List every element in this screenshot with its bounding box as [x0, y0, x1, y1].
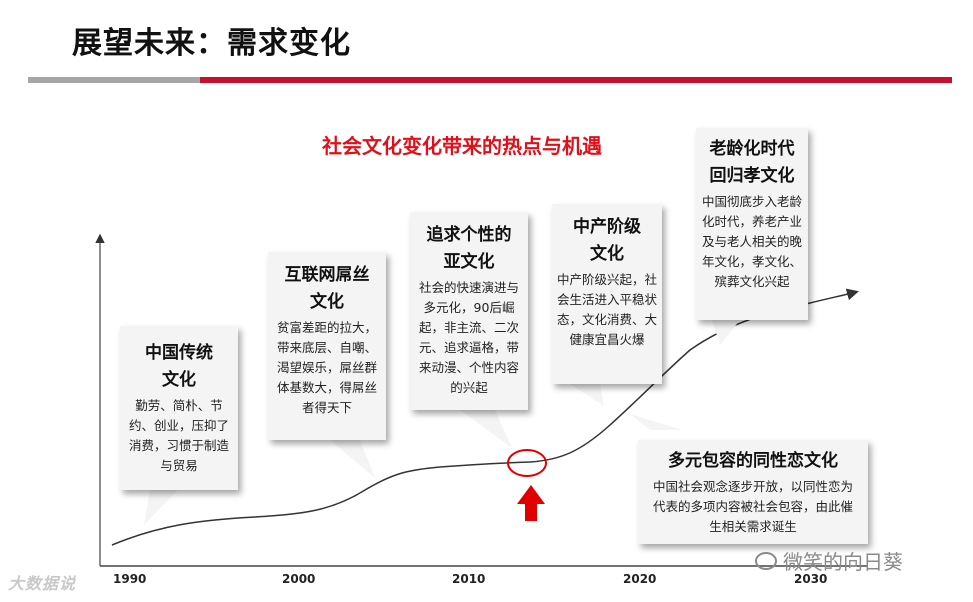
callout-pointer-diversity: [630, 414, 682, 430]
axis-label-2000: 2000: [282, 572, 316, 586]
callout-pointer-traditional: [144, 490, 178, 525]
callout-heading: 老龄化时代回归孝文化: [709, 139, 795, 186]
callout-heading: 中产阶级文化: [573, 217, 641, 264]
callout-heading: 追求个性的亚文化: [426, 225, 512, 272]
callout-internet: 互联网屌丝文化 贫富差距的拉大，带来底层、自嘲、渴望娱乐，屌丝群体基数大，得屌丝…: [268, 252, 386, 440]
diagram-subtitle: 社会文化变化带来的热点与机遇: [322, 134, 602, 158]
title-underline-gray: [28, 77, 200, 83]
callout-pointer-middle-class: [570, 384, 604, 406]
axis-label-2020: 2020: [623, 572, 657, 586]
red-up-arrow: [517, 485, 545, 521]
callout-subculture: 追求个性的亚文化 社会的快速演进与多元化，90后崛起，非主流、二次元、追求逼格，…: [410, 212, 528, 410]
callout-body: 中国社会观念逐步开放，以同性恋为代表的多项内容被社会包容，由此催生相关需求诞生: [652, 479, 853, 534]
watermark-right-text: 微笑的向日葵: [783, 550, 903, 574]
watermark-right: 微笑的向日葵: [755, 546, 903, 575]
wechat-icon: [755, 551, 777, 570]
callout-pointer-internet: [330, 440, 375, 478]
callout-pointer-aging: [712, 320, 740, 345]
watermark-left: 大数据说: [8, 574, 77, 593]
axis-label-2030: 2030: [794, 572, 828, 586]
callout-heading: 多元包容的同性恋文化: [668, 451, 838, 471]
axis-label-1990: 1990: [113, 572, 147, 586]
callout-pointer-subculture: [460, 410, 512, 448]
callout-heading: 中国传统文化: [145, 343, 213, 390]
callout-body: 勤劳、简朴、节约、创业，压抑了消费，习惯于制造与贸易: [128, 398, 229, 473]
page-title: 展望未来：需求变化: [72, 26, 351, 61]
axis-label-2010: 2010: [452, 572, 486, 586]
callout-middle-class: 中产阶级文化 中产阶级兴起，社会生活进入平稳状态，文化消费、大健康宜昌火爆: [552, 204, 662, 384]
highlight-circle: [507, 449, 547, 477]
callout-diversity: 多元包容的同性恋文化 中国社会观念逐步开放，以同性恋为代表的多项内容被社会包容，…: [638, 440, 868, 544]
title-underline-red: [200, 77, 952, 83]
callout-body: 社会的快速演进与多元化，90后崛起，非主流、二次元、追求逼格，带来动漫、个性内容…: [418, 280, 519, 395]
callout-aging: 老龄化时代回归孝文化 中国彻底步入老龄化时代，养老产业及与老人相关的晚年文化，孝…: [696, 128, 808, 320]
callout-body: 中产阶级兴起，社会生活进入平稳状态，文化消费、大健康宜昌火爆: [556, 272, 657, 347]
callout-body: 中国彻底步入老龄化时代，养老产业及与老人相关的晚年文化，孝文化、殡葬文化兴起: [701, 194, 802, 289]
callout-body: 贫富差距的拉大，带来底层、自嘲、渴望娱乐，屌丝群体基数大，得屌丝者得天下: [276, 320, 377, 415]
callout-heading: 互联网屌丝文化: [284, 265, 370, 312]
callout-traditional: 中国传统文化 勤劳、简朴、节约、创业，压抑了消费，习惯于制造与贸易: [120, 326, 238, 490]
